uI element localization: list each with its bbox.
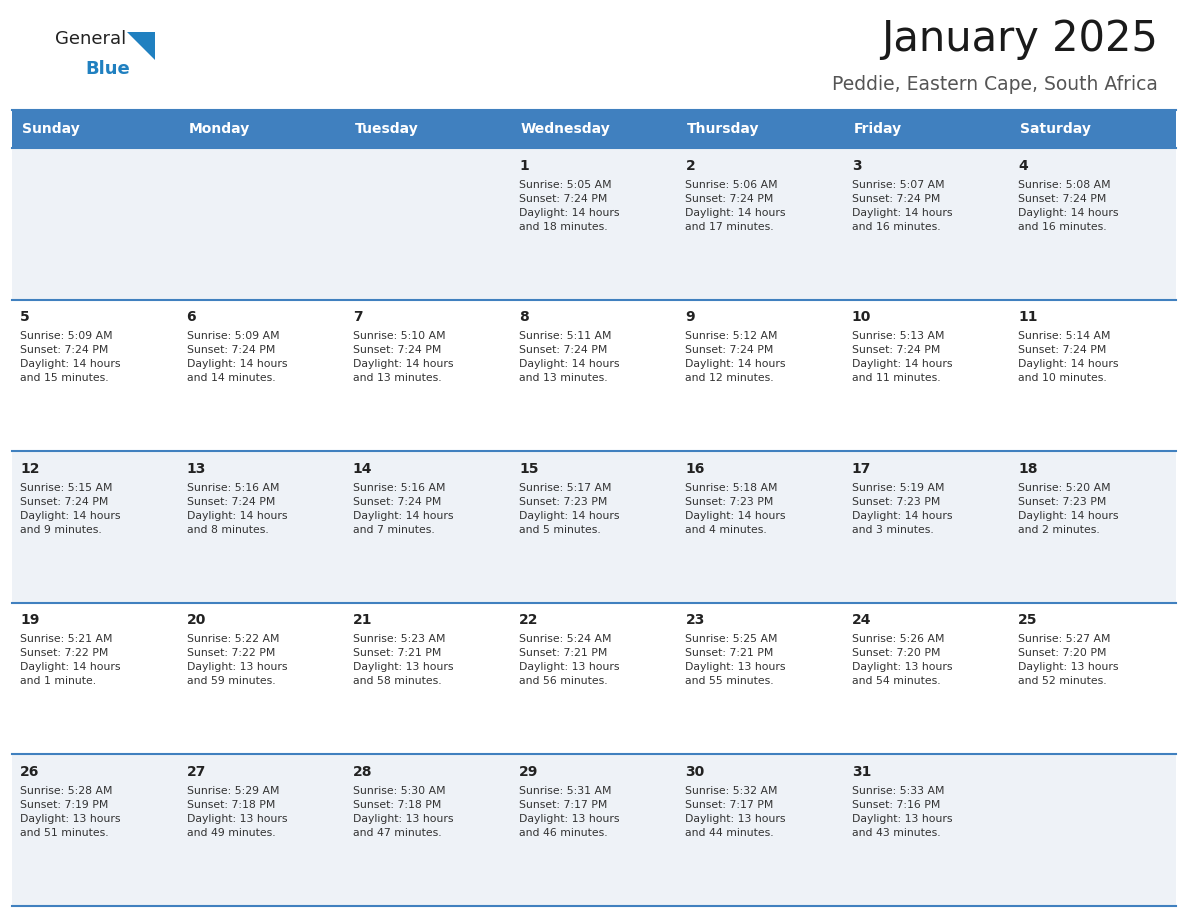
Bar [677, 110, 843, 148]
Text: 19: 19 [20, 613, 39, 627]
Text: Sunrise: 5:24 AM
Sunset: 7:21 PM
Daylight: 13 hours
and 56 minutes.: Sunrise: 5:24 AM Sunset: 7:21 PM Dayligh… [519, 634, 620, 687]
Text: 13: 13 [187, 462, 206, 476]
Text: 24: 24 [852, 613, 871, 627]
Bar [12, 148, 1176, 299]
Text: 8: 8 [519, 310, 529, 324]
Text: Sunrise: 5:11 AM
Sunset: 7:24 PM
Daylight: 14 hours
and 13 minutes.: Sunrise: 5:11 AM Sunset: 7:24 PM Dayligh… [519, 331, 620, 383]
Text: 3: 3 [852, 159, 861, 173]
Text: Sunday: Sunday [21, 122, 80, 136]
Text: Sunrise: 5:16 AM
Sunset: 7:24 PM
Daylight: 14 hours
and 8 minutes.: Sunrise: 5:16 AM Sunset: 7:24 PM Dayligh… [187, 483, 287, 535]
Text: Sunrise: 5:05 AM
Sunset: 7:24 PM
Daylight: 14 hours
and 18 minutes.: Sunrise: 5:05 AM Sunset: 7:24 PM Dayligh… [519, 180, 620, 231]
Text: 11: 11 [1018, 310, 1037, 324]
Text: Sunrise: 5:07 AM
Sunset: 7:24 PM
Daylight: 14 hours
and 16 minutes.: Sunrise: 5:07 AM Sunset: 7:24 PM Dayligh… [852, 180, 953, 231]
Text: Sunrise: 5:22 AM
Sunset: 7:22 PM
Daylight: 13 hours
and 59 minutes.: Sunrise: 5:22 AM Sunset: 7:22 PM Dayligh… [187, 634, 287, 687]
Text: 26: 26 [20, 765, 39, 779]
Text: 21: 21 [353, 613, 372, 627]
Text: Sunrise: 5:17 AM
Sunset: 7:23 PM
Daylight: 14 hours
and 5 minutes.: Sunrise: 5:17 AM Sunset: 7:23 PM Dayligh… [519, 483, 620, 535]
Text: 25: 25 [1018, 613, 1037, 627]
Text: Monday: Monday [188, 122, 249, 136]
Text: 31: 31 [852, 765, 871, 779]
Text: Sunrise: 5:14 AM
Sunset: 7:24 PM
Daylight: 14 hours
and 10 minutes.: Sunrise: 5:14 AM Sunset: 7:24 PM Dayligh… [1018, 331, 1119, 383]
Text: 18: 18 [1018, 462, 1037, 476]
Text: Sunrise: 5:09 AM
Sunset: 7:24 PM
Daylight: 14 hours
and 14 minutes.: Sunrise: 5:09 AM Sunset: 7:24 PM Dayligh… [187, 331, 287, 383]
Text: Wednesday: Wednesday [520, 122, 611, 136]
Bar [12, 603, 1176, 755]
Text: Sunrise: 5:21 AM
Sunset: 7:22 PM
Daylight: 14 hours
and 1 minute.: Sunrise: 5:21 AM Sunset: 7:22 PM Dayligh… [20, 634, 121, 687]
Bar [1010, 110, 1176, 148]
Text: Friday: Friday [853, 122, 902, 136]
Text: Sunrise: 5:10 AM
Sunset: 7:24 PM
Daylight: 14 hours
and 13 minutes.: Sunrise: 5:10 AM Sunset: 7:24 PM Dayligh… [353, 331, 454, 383]
Text: Sunrise: 5:09 AM
Sunset: 7:24 PM
Daylight: 14 hours
and 15 minutes.: Sunrise: 5:09 AM Sunset: 7:24 PM Dayligh… [20, 331, 121, 383]
Bar [12, 755, 1176, 906]
Text: Sunrise: 5:23 AM
Sunset: 7:21 PM
Daylight: 13 hours
and 58 minutes.: Sunrise: 5:23 AM Sunset: 7:21 PM Dayligh… [353, 634, 454, 687]
Text: 12: 12 [20, 462, 40, 476]
Text: 28: 28 [353, 765, 372, 779]
Text: Sunrise: 5:33 AM
Sunset: 7:16 PM
Daylight: 13 hours
and 43 minutes.: Sunrise: 5:33 AM Sunset: 7:16 PM Dayligh… [852, 786, 953, 838]
Text: 1: 1 [519, 159, 529, 173]
Text: 7: 7 [353, 310, 362, 324]
Text: Saturday: Saturday [1019, 122, 1091, 136]
Text: 9: 9 [685, 310, 695, 324]
Text: 27: 27 [187, 765, 206, 779]
Text: 17: 17 [852, 462, 871, 476]
Text: 23: 23 [685, 613, 704, 627]
Text: Sunrise: 5:27 AM
Sunset: 7:20 PM
Daylight: 13 hours
and 52 minutes.: Sunrise: 5:27 AM Sunset: 7:20 PM Dayligh… [1018, 634, 1119, 687]
Text: 30: 30 [685, 765, 704, 779]
Text: 10: 10 [852, 310, 871, 324]
Text: Thursday: Thursday [687, 122, 759, 136]
Text: Sunrise: 5:13 AM
Sunset: 7:24 PM
Daylight: 14 hours
and 11 minutes.: Sunrise: 5:13 AM Sunset: 7:24 PM Dayligh… [852, 331, 953, 383]
Text: Sunrise: 5:15 AM
Sunset: 7:24 PM
Daylight: 14 hours
and 9 minutes.: Sunrise: 5:15 AM Sunset: 7:24 PM Dayligh… [20, 483, 121, 535]
Text: 22: 22 [519, 613, 538, 627]
Text: 5: 5 [20, 310, 30, 324]
Text: Sunrise: 5:28 AM
Sunset: 7:19 PM
Daylight: 13 hours
and 51 minutes.: Sunrise: 5:28 AM Sunset: 7:19 PM Dayligh… [20, 786, 121, 838]
Bar [843, 110, 1010, 148]
Text: Sunrise: 5:26 AM
Sunset: 7:20 PM
Daylight: 13 hours
and 54 minutes.: Sunrise: 5:26 AM Sunset: 7:20 PM Dayligh… [852, 634, 953, 687]
Bar [178, 110, 345, 148]
Text: Sunrise: 5:18 AM
Sunset: 7:23 PM
Daylight: 14 hours
and 4 minutes.: Sunrise: 5:18 AM Sunset: 7:23 PM Dayligh… [685, 483, 786, 535]
Text: 6: 6 [187, 310, 196, 324]
Text: 16: 16 [685, 462, 704, 476]
Text: Sunrise: 5:30 AM
Sunset: 7:18 PM
Daylight: 13 hours
and 47 minutes.: Sunrise: 5:30 AM Sunset: 7:18 PM Dayligh… [353, 786, 454, 838]
Text: Tuesday: Tuesday [354, 122, 418, 136]
Bar [12, 452, 1176, 603]
Text: 20: 20 [187, 613, 206, 627]
Text: Sunrise: 5:08 AM
Sunset: 7:24 PM
Daylight: 14 hours
and 16 minutes.: Sunrise: 5:08 AM Sunset: 7:24 PM Dayligh… [1018, 180, 1119, 231]
Bar [12, 110, 178, 148]
Polygon shape [127, 32, 154, 60]
Text: Sunrise: 5:29 AM
Sunset: 7:18 PM
Daylight: 13 hours
and 49 minutes.: Sunrise: 5:29 AM Sunset: 7:18 PM Dayligh… [187, 786, 287, 838]
Text: January 2025: January 2025 [881, 18, 1158, 60]
Bar [511, 110, 677, 148]
Bar [345, 110, 511, 148]
Text: Sunrise: 5:19 AM
Sunset: 7:23 PM
Daylight: 14 hours
and 3 minutes.: Sunrise: 5:19 AM Sunset: 7:23 PM Dayligh… [852, 483, 953, 535]
Text: Sunrise: 5:06 AM
Sunset: 7:24 PM
Daylight: 14 hours
and 17 minutes.: Sunrise: 5:06 AM Sunset: 7:24 PM Dayligh… [685, 180, 786, 231]
Text: Sunrise: 5:25 AM
Sunset: 7:21 PM
Daylight: 13 hours
and 55 minutes.: Sunrise: 5:25 AM Sunset: 7:21 PM Dayligh… [685, 634, 786, 687]
Bar [12, 299, 1176, 452]
Text: Sunrise: 5:12 AM
Sunset: 7:24 PM
Daylight: 14 hours
and 12 minutes.: Sunrise: 5:12 AM Sunset: 7:24 PM Dayligh… [685, 331, 786, 383]
Text: Sunrise: 5:32 AM
Sunset: 7:17 PM
Daylight: 13 hours
and 44 minutes.: Sunrise: 5:32 AM Sunset: 7:17 PM Dayligh… [685, 786, 786, 838]
Text: Peddie, Eastern Cape, South Africa: Peddie, Eastern Cape, South Africa [832, 75, 1158, 94]
Text: Blue: Blue [86, 60, 129, 78]
Text: Sunrise: 5:31 AM
Sunset: 7:17 PM
Daylight: 13 hours
and 46 minutes.: Sunrise: 5:31 AM Sunset: 7:17 PM Dayligh… [519, 786, 620, 838]
Text: 14: 14 [353, 462, 372, 476]
Text: 2: 2 [685, 159, 695, 173]
Text: 15: 15 [519, 462, 538, 476]
Text: Sunrise: 5:20 AM
Sunset: 7:23 PM
Daylight: 14 hours
and 2 minutes.: Sunrise: 5:20 AM Sunset: 7:23 PM Dayligh… [1018, 483, 1119, 535]
Text: 4: 4 [1018, 159, 1028, 173]
Text: 29: 29 [519, 765, 538, 779]
Text: General: General [55, 30, 126, 48]
Text: Sunrise: 5:16 AM
Sunset: 7:24 PM
Daylight: 14 hours
and 7 minutes.: Sunrise: 5:16 AM Sunset: 7:24 PM Dayligh… [353, 483, 454, 535]
